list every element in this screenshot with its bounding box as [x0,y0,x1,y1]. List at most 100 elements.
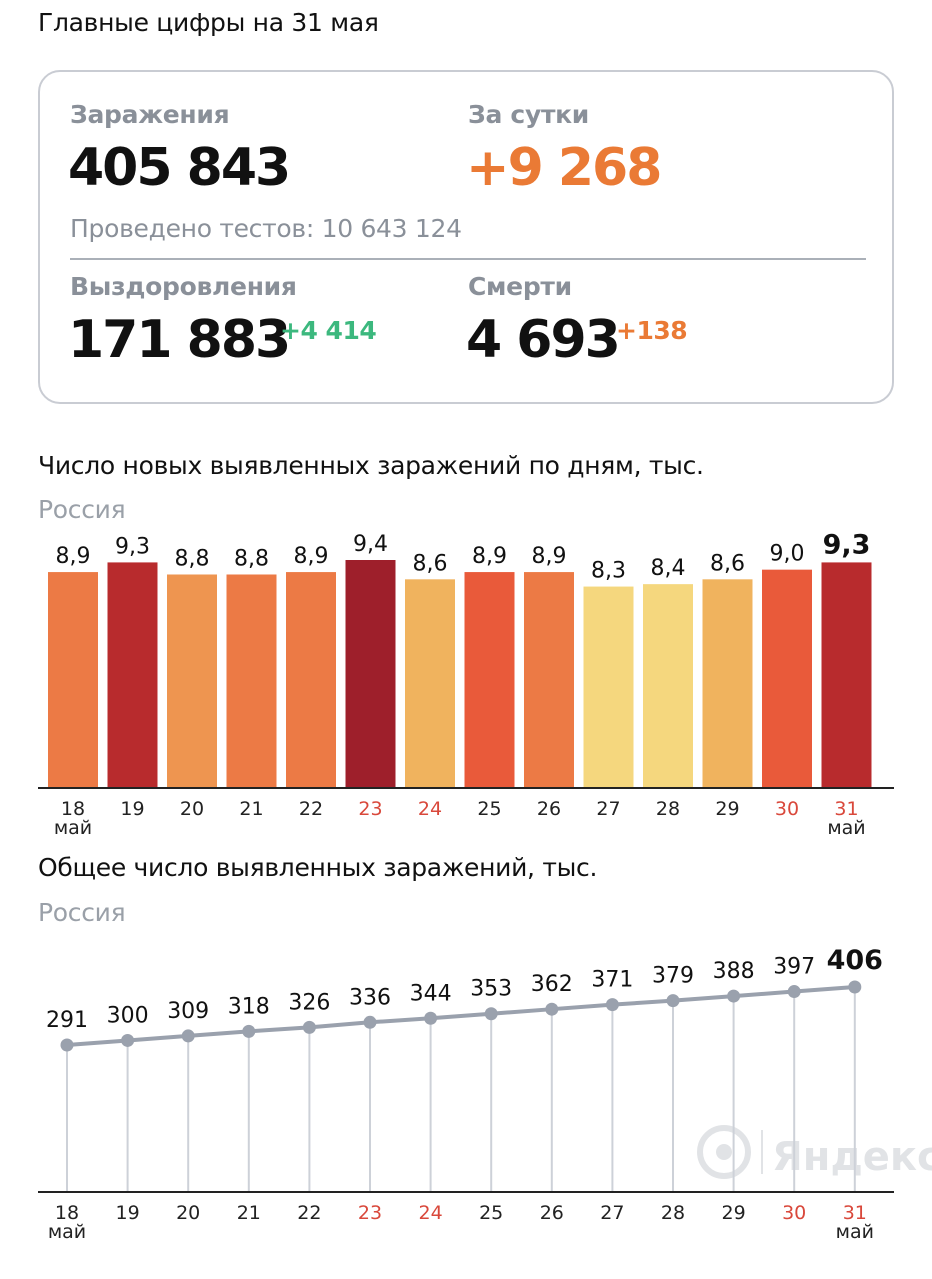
point-27 [605,998,619,1012]
bar-27 [583,586,634,787]
bar-value-label: 8,9 [472,544,507,569]
x-tick-label: 24 [419,1202,443,1224]
x-tick-label: 27 [600,1202,624,1224]
recovered-value: 171 883 [68,310,291,370]
deaths-label: Смерти [468,272,572,301]
x-tick-label: 18 [61,798,85,820]
x-tick-label: 22 [297,1202,321,1224]
x-tick-label: 23 [358,798,382,820]
bar-value-label: 8,9 [294,544,329,569]
total-chart-title: Общее число выявленных заражений, тыс. [38,853,598,882]
x-tick-label: 31 [843,1202,867,1224]
infections-value: 405 843 [68,138,291,198]
x-tick-label: 27 [596,798,620,820]
recovered-label: Выздоровления [70,272,297,301]
bar-value-label: 8,8 [175,546,210,571]
point-30 [787,985,801,999]
bar-29 [702,579,753,787]
infections-label: Заражения [70,100,230,129]
month-label-last: май [836,1221,874,1243]
x-tick-label: 23 [358,1202,382,1224]
bar-28 [643,584,693,787]
point-19 [121,1033,135,1047]
bar-value-label: 8,6 [710,551,745,576]
x-tick-label: 30 [782,1202,806,1224]
point-28 [666,994,680,1008]
point-24 [424,1011,438,1025]
x-tick-label: 21 [239,798,263,820]
bar-18 [48,572,98,787]
bar-24 [405,579,455,787]
point-20 [181,1029,195,1043]
x-tick-label: 24 [418,798,442,820]
bar-20 [167,574,217,787]
bar-value-label: 8,4 [651,556,686,581]
x-tick-label: 26 [540,1202,564,1224]
x-tick-label: 31 [834,798,858,820]
point-25 [484,1007,498,1021]
point-value-label: 397 [773,955,815,980]
x-tick-label: 19 [120,798,144,820]
x-tick-label: 28 [656,798,680,820]
point-value-label: 309 [167,999,209,1024]
month-label-first: май [54,817,92,839]
point-18 [60,1038,74,1052]
month-label-first: май [48,1221,86,1243]
series-line [66,985,855,1047]
x-tick-label: 20 [176,1202,200,1224]
watermark-text: Яндекс [772,1134,932,1180]
x-tick-label: 25 [477,798,501,820]
point-value-label: 406 [827,945,883,976]
point-value-label: 326 [288,990,330,1015]
bar-value-label: 8,6 [413,551,448,576]
x-tick-label: 18 [55,1202,79,1224]
x-tick-label: 28 [661,1202,685,1224]
bar-value-label: 8,8 [234,546,269,571]
point-22 [302,1020,316,1034]
point-value-label: 353 [470,977,512,1002]
divider [70,258,866,260]
x-tick-label: 20 [180,798,204,820]
x-tick-label: 29 [722,1202,746,1224]
point-value-label: 291 [46,1008,88,1033]
deaths-value: 4 693 [466,310,621,370]
yandex-watermark: Яндекс [697,1125,932,1180]
point-21 [242,1024,256,1038]
bar-21 [226,574,277,787]
watermark-logo-icon [697,1125,751,1179]
daily-chart-title: Число новых выявленных заражений по дням… [38,451,704,480]
daily-bar-chart: 8,9 18 9,3 19 8,8 20 8,8 21 8,9 22 9,4 23 8,6 24 8,9 25… [38,529,894,839]
deaths-delta: +138 [616,316,688,345]
x-tick-label: 21 [237,1202,261,1224]
point-29 [727,989,741,1003]
x-tick-label: 29 [715,798,739,820]
point-value-label: 379 [652,964,694,989]
bar-value-label: 8,9 [532,544,567,569]
point-value-label: 362 [531,972,573,997]
point-23 [363,1015,377,1029]
point-value-label: 300 [107,1003,149,1028]
bar-30 [762,569,812,787]
bar-25 [464,572,515,787]
bar-value-label: 9,4 [353,532,388,557]
point-value-label: 388 [713,959,755,984]
point-26 [545,1002,559,1016]
point-value-label: 344 [410,981,452,1006]
x-tick-label: 22 [299,798,323,820]
bar-26 [524,572,574,787]
bar-19 [107,562,158,787]
bar-value-label: 8,9 [56,544,91,569]
x-tick-label: 26 [537,798,561,820]
daily-label: За сутки [468,100,590,129]
bar-value-label: 9,3 [115,534,150,559]
x-tick-label: 19 [116,1202,140,1224]
bar-23 [345,560,396,787]
x-tick-label: 25 [479,1202,503,1224]
bar-value-label: 8,3 [591,559,626,584]
bar-value-label: 9,0 [770,542,805,567]
point-31 [848,980,862,994]
point-value-label: 318 [228,994,270,1019]
daily-chart-subtitle: Россия [38,495,126,524]
x-tick-label: 30 [775,798,799,820]
bar-22 [286,572,336,787]
